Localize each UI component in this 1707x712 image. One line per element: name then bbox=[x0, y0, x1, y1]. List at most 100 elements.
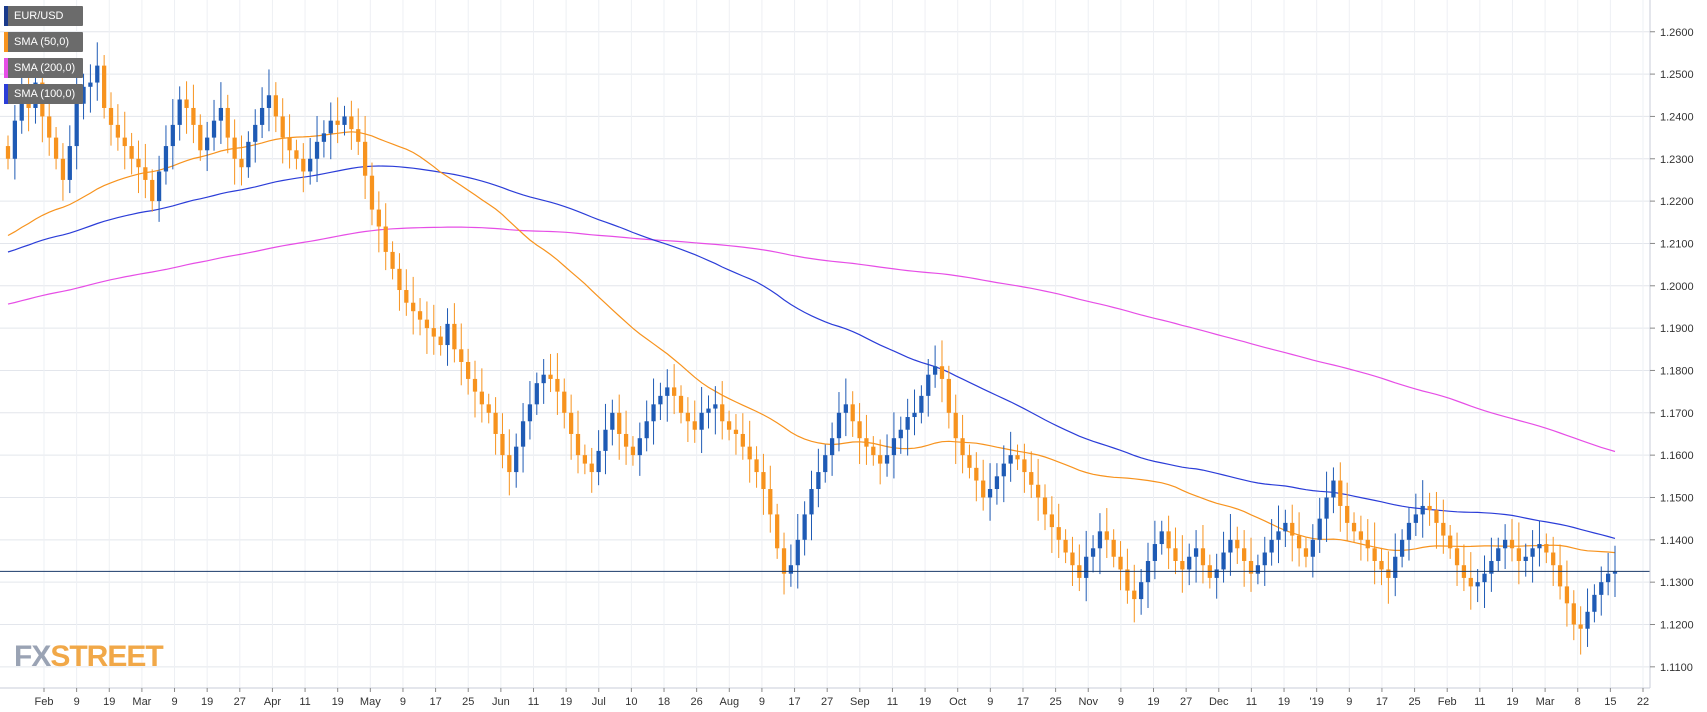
candle-body bbox=[1042, 497, 1048, 515]
legend-swatch bbox=[4, 6, 8, 26]
x-tick-label: 19 bbox=[1147, 696, 1159, 708]
candle-body bbox=[1255, 565, 1261, 574]
candle-body bbox=[823, 455, 828, 473]
candle-body bbox=[1530, 548, 1535, 557]
candle-body bbox=[1269, 539, 1274, 553]
x-tick-label: 19 bbox=[332, 696, 344, 708]
candle-body bbox=[685, 412, 691, 422]
y-tick-label: 1.1900 bbox=[1660, 323, 1694, 335]
candle-body bbox=[987, 489, 993, 498]
y-tick-label: 1.1500 bbox=[1660, 492, 1694, 504]
legend: EUR/USD SMA (50,0) SMA (200,0) SMA (100,… bbox=[4, 6, 84, 104]
x-tick-label: 19 bbox=[560, 696, 572, 708]
candle-body bbox=[170, 124, 175, 147]
candle-body bbox=[1125, 569, 1130, 591]
candle-body bbox=[754, 459, 759, 473]
candle-body bbox=[19, 95, 24, 121]
candle-body bbox=[630, 446, 636, 456]
candle-body bbox=[143, 167, 148, 180]
candle-body bbox=[1585, 611, 1590, 629]
candle-body bbox=[184, 99, 189, 108]
candle-body bbox=[1111, 539, 1116, 557]
candle-body bbox=[520, 421, 526, 447]
candle-body bbox=[1070, 552, 1075, 566]
candle-body bbox=[81, 86, 86, 104]
candle-body bbox=[637, 438, 642, 456]
candle-body bbox=[1516, 548, 1521, 561]
candle-body bbox=[610, 412, 615, 430]
candle-body bbox=[1029, 472, 1034, 485]
candle-body bbox=[1544, 544, 1549, 553]
candle-body bbox=[1551, 552, 1556, 566]
candle-body bbox=[974, 467, 979, 481]
legend-item-sma50[interactable]: SMA (50,0) bbox=[4, 32, 84, 52]
candle-body bbox=[939, 366, 945, 379]
candle-body bbox=[1214, 569, 1219, 578]
candle-body bbox=[136, 158, 141, 168]
legend-label: SMA (50,0) bbox=[14, 36, 70, 48]
candle-body bbox=[177, 99, 182, 125]
x-tick-label: 17 bbox=[1017, 696, 1029, 708]
candle-body bbox=[163, 146, 169, 172]
candle-body bbox=[507, 455, 512, 473]
candle-body bbox=[1152, 544, 1158, 561]
x-tick-label: 17 bbox=[1376, 696, 1388, 708]
x-tick-label: 9 bbox=[74, 696, 80, 708]
x-tick-label: 9 bbox=[759, 696, 765, 708]
x-tick-label: Feb bbox=[35, 696, 54, 708]
x-tick-label: 9 bbox=[1346, 696, 1352, 708]
candle-body bbox=[1606, 573, 1611, 583]
candle-body bbox=[809, 489, 814, 515]
y-tick-label: 1.2500 bbox=[1660, 69, 1694, 81]
legend-item-eurusd[interactable]: EUR/USD bbox=[4, 6, 84, 26]
candle-body bbox=[1468, 577, 1473, 587]
candle-body bbox=[308, 158, 313, 172]
candle-body bbox=[1441, 522, 1446, 536]
x-axis: Feb 9 19 Mar 9 19 27 Apr 11 19 May 9 17 25 Jun 11 19 Jul 1… bbox=[0, 687, 1707, 712]
candle-body bbox=[301, 158, 306, 172]
candle-body bbox=[445, 323, 450, 346]
candle-body bbox=[967, 455, 972, 468]
candle-body bbox=[259, 107, 265, 125]
candle-body bbox=[115, 124, 121, 138]
candle-body bbox=[1406, 522, 1412, 540]
candle-body bbox=[1475, 582, 1480, 587]
x-tick-label: Nov bbox=[1078, 696, 1098, 708]
candle-body bbox=[472, 378, 478, 392]
candle-body bbox=[1358, 531, 1364, 540]
candle-body bbox=[644, 421, 649, 439]
candle-body bbox=[651, 404, 656, 422]
y-tick-label: 1.1600 bbox=[1660, 450, 1694, 462]
candle-body bbox=[1496, 548, 1501, 561]
candle-body bbox=[1180, 560, 1185, 570]
y-tick-label: 1.1700 bbox=[1660, 408, 1694, 420]
candle-body bbox=[424, 319, 430, 329]
candle-body bbox=[356, 129, 361, 142]
candle-body bbox=[775, 514, 780, 549]
x-tick-label: 19 bbox=[919, 696, 931, 708]
candle-body bbox=[225, 107, 230, 138]
candle-body bbox=[1345, 505, 1350, 523]
candle-body bbox=[1118, 556, 1123, 570]
candle-body bbox=[273, 95, 278, 117]
candle-body bbox=[1276, 531, 1281, 540]
candle-body bbox=[218, 107, 224, 121]
x-tick-label: 18 bbox=[658, 696, 670, 708]
x-tick-label: 25 bbox=[1049, 696, 1061, 708]
candle-body bbox=[12, 120, 17, 159]
candle-body bbox=[1434, 510, 1439, 523]
candle-body bbox=[60, 158, 66, 180]
candle-body bbox=[1015, 455, 1020, 460]
candle-body bbox=[713, 404, 718, 409]
x-tick-label: 15 bbox=[1604, 696, 1616, 708]
logo-fx: FX bbox=[14, 640, 51, 673]
candle-body bbox=[1097, 531, 1103, 549]
legend-item-sma100[interactable]: SMA (100,0) bbox=[4, 84, 84, 104]
x-tick-label: 22 bbox=[1637, 696, 1649, 708]
candle-body bbox=[1612, 571, 1618, 574]
candle-body bbox=[534, 383, 539, 405]
candle-body bbox=[623, 433, 629, 447]
legend-item-sma200[interactable]: SMA (200,0) bbox=[4, 58, 84, 78]
x-axis-panel bbox=[0, 688, 1707, 712]
